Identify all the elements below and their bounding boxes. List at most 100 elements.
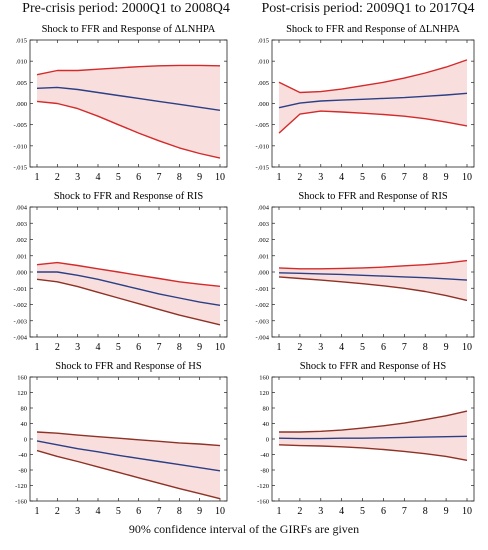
x-tick-label: 4 bbox=[96, 172, 101, 183]
y-tick-label: -160 bbox=[257, 499, 269, 506]
y-tick-label: -.001 bbox=[255, 286, 269, 293]
y-tick-label: .002 bbox=[258, 237, 269, 244]
series-line-lower bbox=[36, 100, 221, 159]
x-tick-label: 8 bbox=[423, 172, 428, 183]
panel-title: Shock to FFR and Response of ΔLNHPA bbox=[286, 24, 460, 35]
y-tick-label: 0 bbox=[266, 437, 269, 444]
x-tick-label: 2 bbox=[55, 506, 60, 517]
y-tick-label: 80 bbox=[21, 406, 28, 413]
x-tick-label: 1 bbox=[277, 342, 282, 353]
x-tick-label: 9 bbox=[444, 506, 449, 517]
y-tick-label: -.005 bbox=[255, 122, 269, 129]
y-tick-label: .000 bbox=[16, 270, 27, 277]
panel-title: Shock to FFR and Response of RIS bbox=[54, 191, 204, 202]
x-tick-label: 4 bbox=[96, 506, 101, 517]
x-tick-label: 6 bbox=[136, 342, 141, 353]
x-tick-label: 7 bbox=[402, 342, 407, 353]
y-tick-label: 160 bbox=[259, 375, 269, 382]
y-tick-label: -.002 bbox=[255, 302, 269, 309]
y-tick-label: -40 bbox=[260, 452, 269, 459]
confidence-band bbox=[37, 432, 220, 499]
panel-title: Shock to FFR and Response of HS bbox=[55, 361, 202, 372]
x-tick-label: 10 bbox=[215, 342, 225, 353]
y-tick-label: -.003 bbox=[255, 318, 269, 325]
y-tick-label: -.015 bbox=[13, 165, 27, 172]
series-line-upper bbox=[36, 261, 221, 287]
y-tick-label: -.002 bbox=[13, 302, 27, 309]
series-line-response bbox=[37, 271, 221, 306]
confidence-band bbox=[279, 59, 467, 134]
x-tick-label: 2 bbox=[297, 506, 302, 517]
y-tick-label: -.003 bbox=[13, 318, 27, 325]
x-tick-label: 3 bbox=[75, 172, 80, 183]
y-tick-label: 120 bbox=[259, 390, 269, 397]
y-tick-label: -.001 bbox=[13, 286, 27, 293]
y-tick-label: 40 bbox=[21, 421, 28, 428]
x-tick-label: 7 bbox=[157, 506, 162, 517]
panel-post-hs: Shock to FFR and Response of HS -160 -120 -… bbox=[257, 361, 475, 517]
y-tick-label: .003 bbox=[16, 221, 27, 228]
series-line-upper bbox=[36, 64, 221, 76]
y-tick-label: 120 bbox=[17, 390, 27, 397]
x-tick-label: 6 bbox=[381, 342, 386, 353]
y-tick-label: .001 bbox=[258, 253, 269, 260]
series-line-upper bbox=[278, 59, 468, 94]
panel-pre-hs: Shock to FFR and Response of HS -160 -120 -… bbox=[15, 361, 228, 517]
figure-footnote: 90% confidence interval of the GIRFs are… bbox=[128, 522, 360, 536]
x-tick-label: 9 bbox=[197, 172, 202, 183]
y-tick-label: .004 bbox=[16, 205, 28, 212]
x-tick-label: 7 bbox=[157, 342, 162, 353]
x-tick-label: 1 bbox=[35, 172, 40, 183]
panel-title: Shock to FFR and Response of ΔLNHPA bbox=[42, 24, 216, 35]
y-tick-label: -120 bbox=[15, 483, 27, 490]
y-tick-label: 40 bbox=[263, 421, 270, 428]
x-tick-label: 9 bbox=[197, 506, 202, 517]
x-tick-label: 5 bbox=[360, 342, 365, 353]
x-tick-label: 2 bbox=[297, 172, 302, 183]
y-tick-label: .005 bbox=[258, 80, 269, 87]
x-tick-label: 8 bbox=[423, 506, 428, 517]
series-line-response bbox=[278, 272, 468, 281]
y-tick-label: 0 bbox=[24, 437, 27, 444]
x-tick-label: 5 bbox=[116, 172, 121, 183]
panel-post-ris: Shock to FFR and Response of RIS -.004 -.0… bbox=[255, 191, 475, 353]
x-tick-label: 10 bbox=[215, 172, 225, 183]
x-tick-label: 9 bbox=[444, 342, 449, 353]
x-tick-label: 3 bbox=[318, 172, 323, 183]
series-line-upper bbox=[279, 410, 468, 433]
y-tick-label: .010 bbox=[16, 59, 27, 66]
x-tick-label: 1 bbox=[35, 342, 40, 353]
x-tick-label: 1 bbox=[277, 506, 282, 517]
series-line-lower bbox=[36, 449, 221, 500]
x-tick-label: 2 bbox=[55, 342, 60, 353]
y-tick-label: .002 bbox=[16, 237, 27, 244]
x-tick-label: 8 bbox=[177, 342, 182, 353]
confidence-band bbox=[279, 411, 467, 461]
y-tick-label: 80 bbox=[263, 406, 270, 413]
y-tick-label: .003 bbox=[258, 221, 269, 228]
series-line-response bbox=[36, 440, 221, 472]
x-tick-label: 10 bbox=[462, 506, 472, 517]
panel-title: Shock to FFR and Response of RIS bbox=[298, 191, 448, 202]
x-tick-label: 7 bbox=[402, 172, 407, 183]
series-line-lower bbox=[278, 276, 468, 302]
pre-crisis-header: Pre-crisis period: 2000Q1 to 2008Q4 bbox=[22, 1, 230, 16]
panel-pre-lnhpa: Shock to FFR and Response of ΔLNHPA -.015… bbox=[13, 24, 228, 183]
x-tick-label: 8 bbox=[177, 172, 182, 183]
series-line-upper bbox=[278, 259, 468, 270]
confidence-band bbox=[37, 65, 220, 159]
y-tick-label: -.015 bbox=[255, 165, 269, 172]
x-tick-label: 7 bbox=[157, 172, 162, 183]
x-tick-label: 8 bbox=[423, 342, 428, 353]
x-tick-label: 5 bbox=[116, 506, 121, 517]
y-tick-label: -.010 bbox=[255, 143, 269, 150]
y-tick-label: .000 bbox=[258, 101, 269, 108]
y-tick-label: .000 bbox=[258, 270, 269, 277]
x-tick-label: 4 bbox=[96, 342, 101, 353]
x-tick-label: 4 bbox=[339, 172, 344, 183]
x-tick-label: 2 bbox=[55, 172, 60, 183]
y-tick-label: -.010 bbox=[13, 143, 27, 150]
series-line-upper bbox=[36, 431, 221, 447]
y-tick-label: 160 bbox=[17, 375, 27, 382]
